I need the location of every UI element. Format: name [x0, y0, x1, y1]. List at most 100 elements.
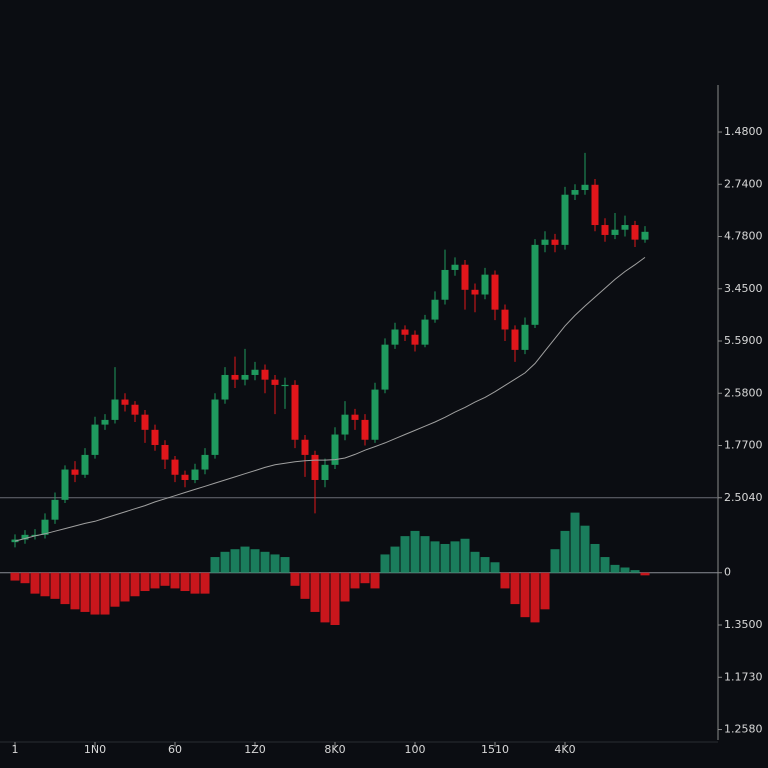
histogram-bar [340, 572, 350, 602]
candle-body [61, 469, 69, 500]
histogram-bar [230, 549, 240, 573]
candle-body [261, 369, 269, 380]
histogram-bar [20, 572, 30, 584]
candle-body [41, 519, 49, 535]
histogram-bar [100, 572, 110, 615]
candle-body [481, 274, 489, 295]
histogram-bar [350, 572, 360, 589]
histogram-bar [590, 543, 600, 573]
candle-body [561, 194, 569, 245]
histogram-bar [500, 572, 510, 589]
histogram-bar [220, 551, 230, 573]
candle-body [351, 414, 359, 420]
y-tick-label: 1.7700 [724, 439, 763, 452]
histogram-bar [300, 572, 310, 599]
candle-body [611, 229, 619, 235]
candle-body [371, 389, 379, 440]
candle-body [511, 329, 519, 350]
histogram-bar [30, 572, 40, 594]
candle-body [441, 269, 449, 300]
histogram-bar [550, 549, 560, 573]
candle-body [21, 534, 29, 540]
candle-body [221, 374, 229, 400]
candle-body [641, 231, 649, 240]
candle-body [601, 225, 609, 235]
histogram-bar [620, 567, 630, 573]
candle-body [631, 225, 639, 240]
y-tick-label: 3.4500 [724, 282, 763, 295]
histogram-bar [190, 572, 200, 594]
candle-body [281, 384, 289, 387]
candle-body [621, 225, 629, 230]
x-tick-label: 1Z0 [244, 743, 266, 756]
histogram-bar [640, 572, 650, 576]
histogram-bar [520, 572, 530, 618]
candle-body [411, 334, 419, 345]
histogram-bar [50, 572, 60, 599]
histogram-bar [610, 564, 620, 573]
histogram-bar [290, 572, 300, 586]
histogram-bar [560, 530, 570, 573]
histogram-bar [460, 538, 470, 573]
candle-body [521, 324, 529, 350]
candle-body [531, 244, 539, 325]
histogram-bar [280, 557, 290, 573]
histogram-bar [110, 572, 120, 607]
y-tick-label: 0 [724, 566, 731, 579]
y-tick-label: 1.3500 [724, 618, 763, 631]
y-tick-label: 1.2580 [724, 723, 763, 736]
histogram-bar [260, 551, 270, 573]
candle-body [341, 414, 349, 435]
x-tick-label: 1 [12, 743, 19, 756]
histogram-bar [470, 551, 480, 573]
histogram-bar [510, 572, 520, 605]
candle-body [91, 424, 99, 455]
candle-body [381, 344, 389, 390]
histogram-bar [130, 572, 140, 597]
candle-body [461, 264, 469, 290]
candle-body [191, 469, 199, 480]
histogram-bar [120, 572, 130, 602]
candle-body [311, 454, 319, 480]
candle-body [121, 399, 129, 405]
histogram-bar [450, 541, 460, 573]
candle-body [451, 264, 459, 270]
candle-body [301, 439, 309, 455]
candle-body [541, 239, 549, 245]
candle-body [211, 399, 219, 455]
histogram-bar [530, 572, 540, 623]
histogram-bar [490, 562, 500, 573]
histogram-bar [40, 572, 50, 597]
y-tick-label: 2.5800 [724, 386, 763, 399]
candle-body [161, 444, 169, 460]
histogram-bar [60, 572, 70, 605]
candle-body [271, 379, 279, 385]
histogram-bar [310, 572, 320, 612]
x-tick-label: 4K0 [554, 743, 575, 756]
candle-body [51, 499, 59, 520]
candle-body [171, 459, 179, 475]
histogram-bar [420, 536, 430, 573]
x-tick-label: 1510 [481, 743, 509, 756]
histogram-bar [210, 557, 220, 573]
moving-average-line [14, 256, 646, 542]
histogram-bar [180, 572, 190, 592]
candle-body [291, 384, 299, 440]
candle-body [421, 319, 429, 345]
candle-body [241, 374, 249, 380]
candle-body [431, 299, 439, 320]
y-tick-label: 1.4800 [724, 125, 763, 138]
histogram-bar [160, 572, 170, 586]
candle-body [491, 274, 499, 310]
histogram-bar [540, 572, 550, 610]
y-tick-label: 2.5040 [724, 491, 763, 504]
candle-body [131, 404, 139, 415]
y-tick-label: 1.1730 [724, 670, 763, 683]
candle-body [571, 190, 579, 195]
candle-body [201, 454, 209, 470]
histogram-bar [410, 530, 420, 573]
candle-body [391, 329, 399, 345]
histogram-bar [630, 570, 640, 573]
